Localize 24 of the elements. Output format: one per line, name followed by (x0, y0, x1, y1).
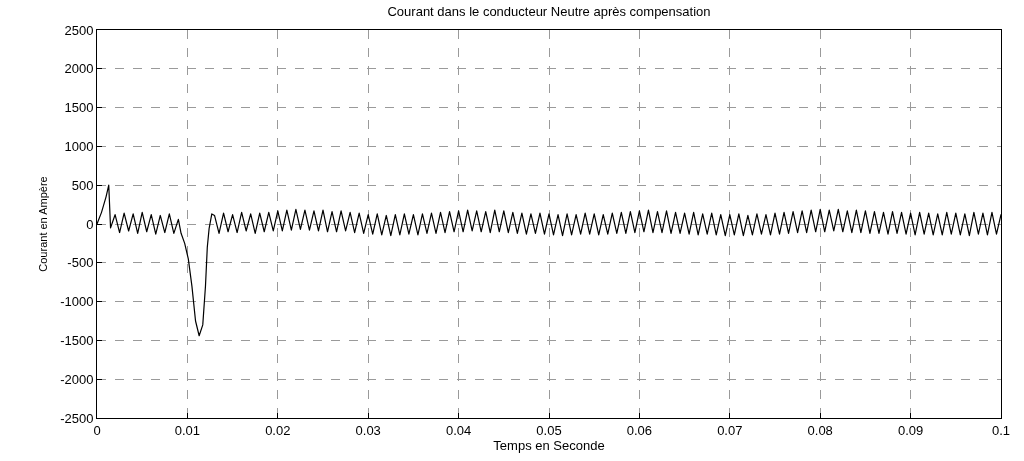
chart-title: Courant dans le conducteur Neutre après compensation (387, 4, 711, 20)
x-tick-label: 0.05 (536, 422, 562, 438)
x-axis-title: Temps en Seconde (493, 437, 605, 453)
x-tick-label: 0.06 (626, 422, 653, 438)
y-tick-label: -2500 (60, 410, 94, 426)
y-tick-label: -2000 (60, 371, 94, 387)
x-tick-label: 0.04 (445, 422, 472, 438)
x-tick-label: 0.1 (991, 422, 1011, 438)
y-axis-title: Courant en Ampère (36, 176, 49, 272)
y-tick-label: 2500 (64, 22, 94, 38)
y-tick-label: -500 (67, 255, 94, 271)
y-tick-label: 0 (86, 216, 94, 232)
x-tick-label: 0.03 (355, 422, 381, 438)
y-tick-label: 500 (71, 177, 94, 193)
y-tick-label: 2000 (64, 61, 94, 77)
x-tick-label: 0.02 (265, 422, 291, 438)
x-tick-label: 0.07 (717, 422, 743, 438)
y-tick-label: 1000 (64, 138, 94, 154)
y-tick-label: 1500 (64, 100, 94, 116)
x-tick-label: 0.01 (174, 422, 201, 438)
x-tick-label: 0.08 (807, 422, 833, 438)
y-tick-label: -1000 (60, 294, 94, 310)
x-tick-label: 0.09 (897, 422, 924, 438)
y-tick-label: -1500 (60, 332, 94, 348)
